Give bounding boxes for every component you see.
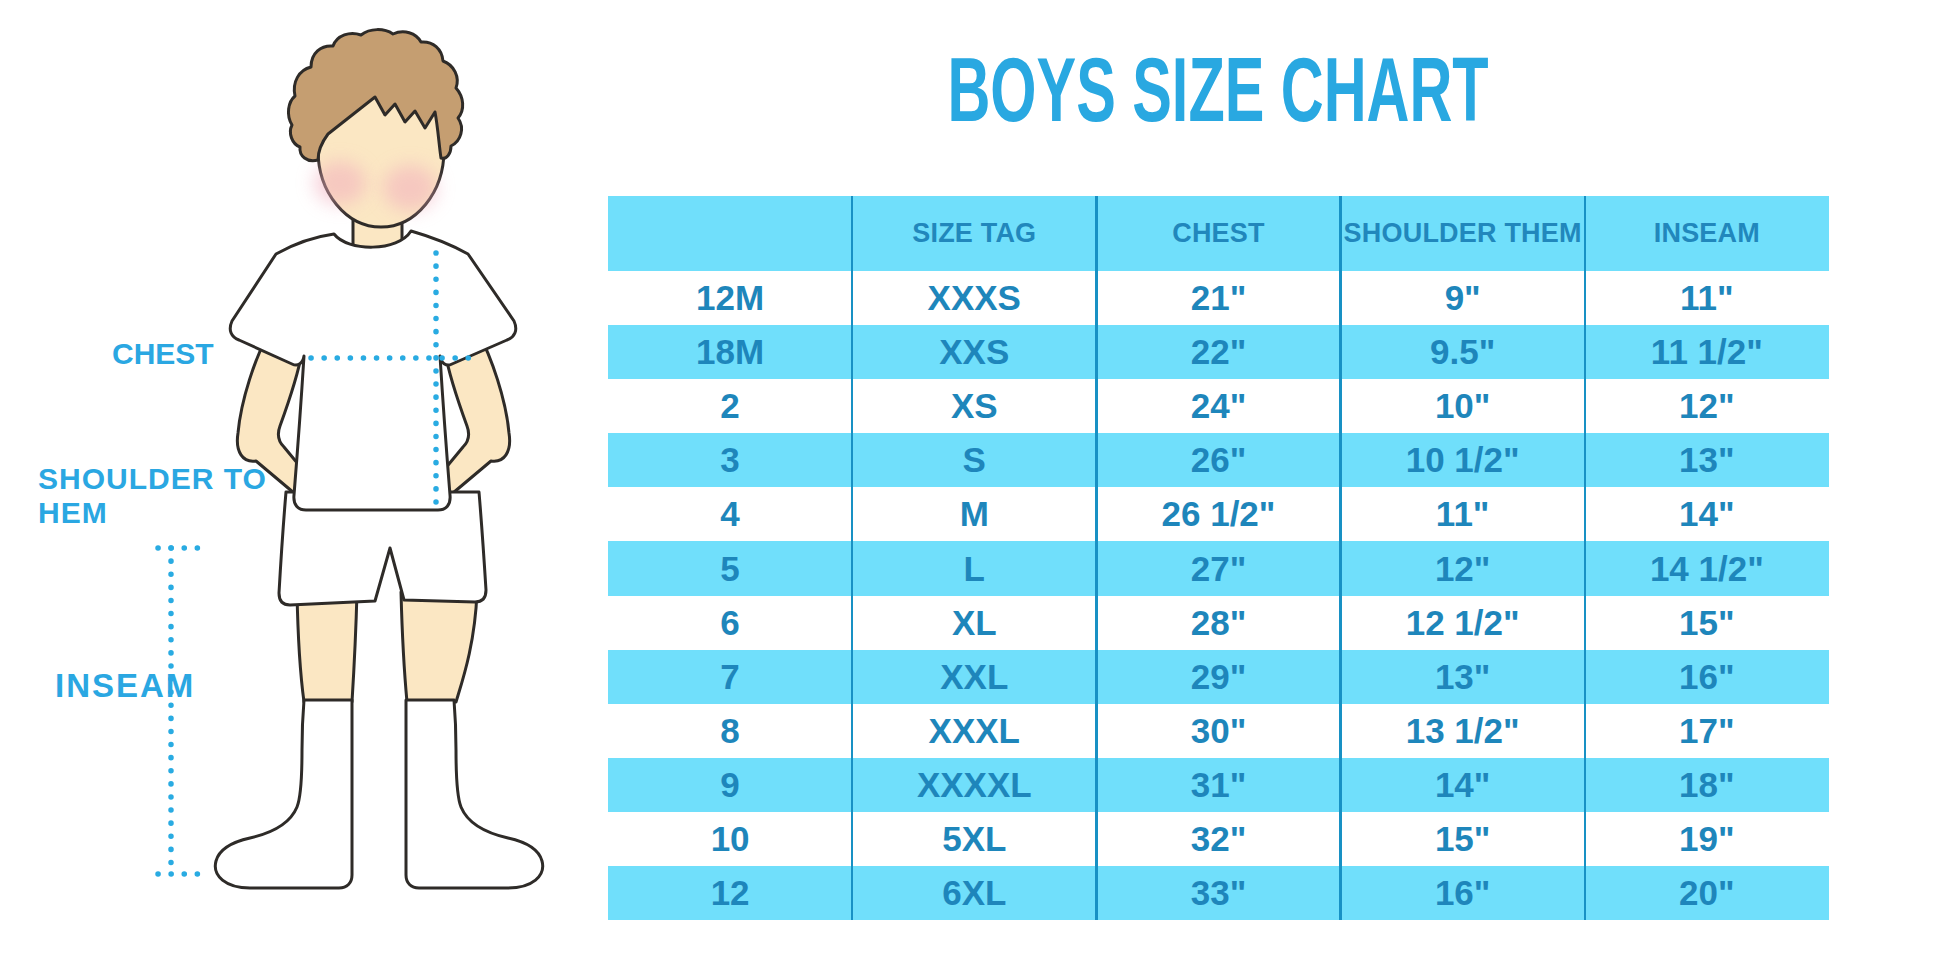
table-cell: XL — [852, 596, 1096, 650]
table-header-cell: SIZE TAG — [852, 196, 1096, 271]
boy-left-sock — [215, 700, 352, 888]
column-separator-line — [1095, 196, 1098, 920]
table-cell: 10 — [608, 812, 852, 866]
table-cell: 15" — [1585, 596, 1829, 650]
table-cell: 13" — [1585, 433, 1829, 487]
table-cell: 6XL — [852, 866, 1096, 920]
table-cell: 11" — [1341, 487, 1585, 541]
table-cell: M — [852, 487, 1096, 541]
inseam-label: INSEAM — [55, 667, 215, 705]
table-row: 105XL32"15"19" — [608, 812, 1829, 866]
table-cell: 12" — [1585, 379, 1829, 433]
boy-right-sock — [406, 700, 543, 888]
table-row: 3S26"10 1/2"13" — [608, 433, 1829, 487]
table-cell: 5 — [608, 541, 852, 595]
table-cell: XXL — [852, 650, 1096, 704]
table-cell: 26" — [1096, 433, 1340, 487]
table-cell: 17" — [1585, 704, 1829, 758]
table-cell: 7 — [608, 650, 852, 704]
table-cell: 2 — [608, 379, 852, 433]
table-row: 126XL33"16"20" — [608, 866, 1829, 920]
table-cell: 24" — [1096, 379, 1340, 433]
table-cell: S — [852, 433, 1096, 487]
table-cell: 10 1/2" — [1341, 433, 1585, 487]
table-cell: 4 — [608, 487, 852, 541]
table-cell: 30" — [1096, 704, 1340, 758]
table-row: 2XS24"10"12" — [608, 379, 1829, 433]
table-cell: 33" — [1096, 866, 1340, 920]
table-cell: 18" — [1585, 758, 1829, 812]
table-cell: 3 — [608, 433, 852, 487]
table-cell: XXXS — [852, 271, 1096, 325]
table-cell: 16" — [1341, 866, 1585, 920]
table-cell: 16" — [1585, 650, 1829, 704]
table-cell: 18M — [608, 325, 852, 379]
table-cell: 11" — [1585, 271, 1829, 325]
table-header-cell: INSEAM — [1585, 196, 1829, 271]
table-row: 18MXXS22"9.5"11 1/2" — [608, 325, 1829, 379]
table-cell: 29" — [1096, 650, 1340, 704]
table-cell: XXXL — [852, 704, 1096, 758]
table-cell: 13" — [1341, 650, 1585, 704]
table-cell: 12 — [608, 866, 852, 920]
table-cell: 15" — [1341, 812, 1585, 866]
table-cell: 9 — [608, 758, 852, 812]
table-cell: 27" — [1096, 541, 1340, 595]
table-cell: XXXXL — [852, 758, 1096, 812]
table-row: 8XXXL30"13 1/2"17" — [608, 704, 1829, 758]
column-separator-line — [851, 196, 854, 920]
table-cell: 9" — [1341, 271, 1585, 325]
table-row: 7XXL29"13"16" — [608, 650, 1829, 704]
column-separator-line — [1339, 196, 1342, 920]
boy-right-leg — [401, 592, 477, 702]
table-cell: 6 — [608, 596, 852, 650]
table-header-row: SIZE TAGCHESTSHOULDER THEMINSEAM — [608, 196, 1829, 271]
table-cell: 8 — [608, 704, 852, 758]
table-cell: 19" — [1585, 812, 1829, 866]
table-row: 4M26 1/2"11"14" — [608, 487, 1829, 541]
table-cell: 28" — [1096, 596, 1340, 650]
table-cell: 21" — [1096, 271, 1340, 325]
table-cell: 22" — [1096, 325, 1340, 379]
boy-left-cheek — [314, 161, 366, 205]
table-cell: 32" — [1096, 812, 1340, 866]
table-cell: 14" — [1585, 487, 1829, 541]
boys-size-chart-page: CHEST SHOULDER TO HEM INSEAM BOYS SIZE C… — [0, 0, 1946, 973]
size-table-rows: 12MXXXS21"9"11"18MXXS22"9.5"11 1/2"2XS24… — [608, 271, 1829, 920]
column-separator-line — [1584, 196, 1587, 920]
shoulder-to-hem-label: SHOULDER TO HEM — [38, 462, 338, 530]
table-row: 6XL28"12 1/2"15" — [608, 596, 1829, 650]
table-cell: 20" — [1585, 866, 1829, 920]
boy-right-cheek — [383, 165, 437, 211]
table-cell: 14 1/2" — [1585, 541, 1829, 595]
table-header-cell: CHEST — [1096, 196, 1340, 271]
boy-left-leg — [297, 592, 357, 702]
table-row: 5L27"12"14 1/2" — [608, 541, 1829, 595]
table-cell: 9.5" — [1341, 325, 1585, 379]
chest-label: CHEST — [112, 337, 207, 371]
table-cell: 31" — [1096, 758, 1340, 812]
table-cell: XS — [852, 379, 1096, 433]
table-cell: 12" — [1341, 541, 1585, 595]
table-row: 9XXXXL31"14"18" — [608, 758, 1829, 812]
table-cell: XXS — [852, 325, 1096, 379]
table-cell: L — [852, 541, 1096, 595]
table-row: 12MXXXS21"9"11" — [608, 271, 1829, 325]
table-cell: 14" — [1341, 758, 1585, 812]
table-header-cell: SHOULDER THEM — [1341, 196, 1585, 271]
table-cell: 26 1/2" — [1096, 487, 1340, 541]
table-cell: 12 1/2" — [1341, 596, 1585, 650]
table-cell: 10" — [1341, 379, 1585, 433]
table-cell: 11 1/2" — [1585, 325, 1829, 379]
table-header-cell — [608, 196, 852, 271]
size-table: SIZE TAGCHESTSHOULDER THEMINSEAM 12MXXXS… — [608, 196, 1829, 920]
table-cell: 12M — [608, 271, 852, 325]
page-title: BOYS SIZE CHART — [608, 42, 1829, 138]
table-cell: 13 1/2" — [1341, 704, 1585, 758]
table-cell: 5XL — [852, 812, 1096, 866]
